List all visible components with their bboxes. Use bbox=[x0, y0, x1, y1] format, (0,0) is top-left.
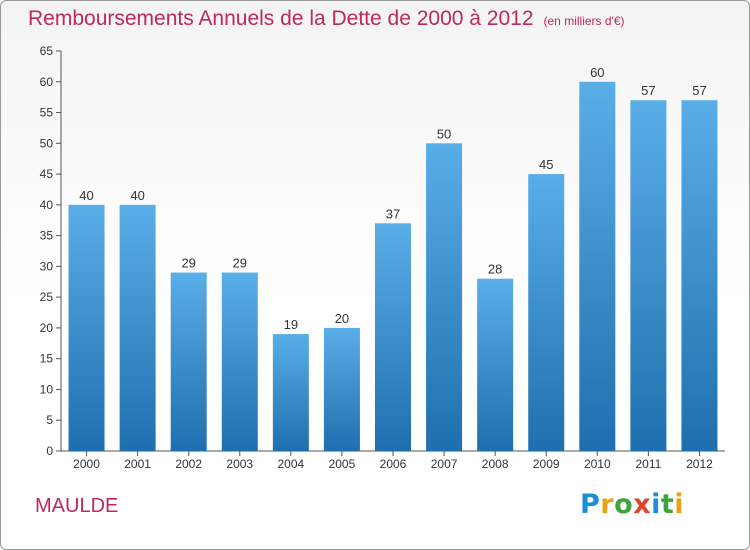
bar-2008 bbox=[477, 278, 514, 451]
chart-title-block: Remboursements Annuels de la Dette de 20… bbox=[28, 7, 625, 31]
y-tick-label: 60 bbox=[40, 75, 54, 89]
logo-letter: t bbox=[660, 489, 675, 520]
x-tick-label: 2008 bbox=[482, 457, 509, 471]
data-label: 60 bbox=[590, 65, 604, 80]
bar-2012 bbox=[681, 100, 718, 451]
y-tick-label: 40 bbox=[40, 198, 54, 212]
bar-2007 bbox=[426, 143, 463, 452]
logo-letter: i bbox=[651, 489, 661, 520]
data-label: 20 bbox=[335, 311, 349, 326]
bar-2001 bbox=[119, 204, 156, 451]
x-tick-label: 2003 bbox=[226, 457, 253, 471]
x-tick-label: 2007 bbox=[431, 457, 458, 471]
bar-2004 bbox=[272, 334, 309, 451]
chart-data-labels: 40 40 29 29 19 20 37 50 28 45 60 57 57 bbox=[79, 65, 706, 332]
data-label: 28 bbox=[488, 262, 502, 277]
y-tick-label: 25 bbox=[40, 290, 54, 304]
city-name: MAULDE bbox=[35, 495, 119, 517]
data-label: 29 bbox=[233, 256, 247, 271]
x-tick-label: 2011 bbox=[635, 457, 661, 471]
y-tick-label: 65 bbox=[40, 44, 54, 58]
data-label: 50 bbox=[437, 126, 451, 141]
x-tick-label: 2005 bbox=[329, 457, 356, 471]
y-tick-label: 15 bbox=[40, 352, 54, 366]
x-tick-label: 2004 bbox=[277, 457, 304, 471]
bar-2000 bbox=[68, 204, 105, 451]
bar-2005 bbox=[323, 327, 360, 451]
chart-title: Remboursements Annuels de la Dette de 20… bbox=[28, 7, 534, 30]
y-tick-label: 55 bbox=[40, 106, 54, 120]
proxiti-logo: Proxiti bbox=[580, 489, 684, 520]
logo-letter: x bbox=[633, 489, 652, 520]
y-tick-label: 50 bbox=[40, 136, 54, 150]
bar-2003 bbox=[221, 272, 258, 451]
bar-2009 bbox=[528, 174, 565, 452]
data-label: 29 bbox=[181, 256, 195, 271]
data-label: 40 bbox=[79, 188, 93, 203]
y-tick-label: 35 bbox=[40, 229, 54, 243]
data-label: 19 bbox=[284, 317, 298, 332]
logo-letter: P bbox=[580, 489, 601, 520]
data-label: 57 bbox=[641, 83, 655, 98]
x-tick-label: 2009 bbox=[533, 457, 560, 471]
chart-bars bbox=[68, 81, 718, 452]
x-tick-label: 2010 bbox=[584, 457, 611, 471]
logo-letter: o bbox=[614, 489, 634, 520]
bar-2011 bbox=[630, 100, 667, 451]
y-tick-label: 0 bbox=[46, 444, 53, 458]
bar-2002 bbox=[170, 272, 207, 451]
logo-letter: r bbox=[600, 489, 615, 520]
y-tick-label: 20 bbox=[40, 321, 54, 335]
data-label: 40 bbox=[130, 188, 144, 203]
logo-letter: i bbox=[674, 489, 685, 520]
bar-2006 bbox=[375, 223, 411, 451]
x-tick-label: 2012 bbox=[686, 457, 713, 471]
x-tick-label: 2006 bbox=[380, 457, 407, 471]
y-tick-label: 45 bbox=[40, 167, 54, 181]
bar-2010 bbox=[579, 81, 616, 452]
chart-subtitle: (en milliers d'€) bbox=[543, 14, 625, 28]
y-tick-label: 30 bbox=[40, 259, 54, 273]
y-tick-label: 10 bbox=[40, 382, 54, 396]
x-tick-label: 2000 bbox=[73, 457, 100, 471]
y-tick-label: 5 bbox=[46, 413, 53, 427]
x-tick-label: 2002 bbox=[175, 457, 202, 471]
data-label: 37 bbox=[386, 206, 400, 221]
data-label: 45 bbox=[539, 157, 553, 172]
data-label: 57 bbox=[692, 83, 706, 98]
x-tick-label: 2001 bbox=[124, 457, 151, 471]
